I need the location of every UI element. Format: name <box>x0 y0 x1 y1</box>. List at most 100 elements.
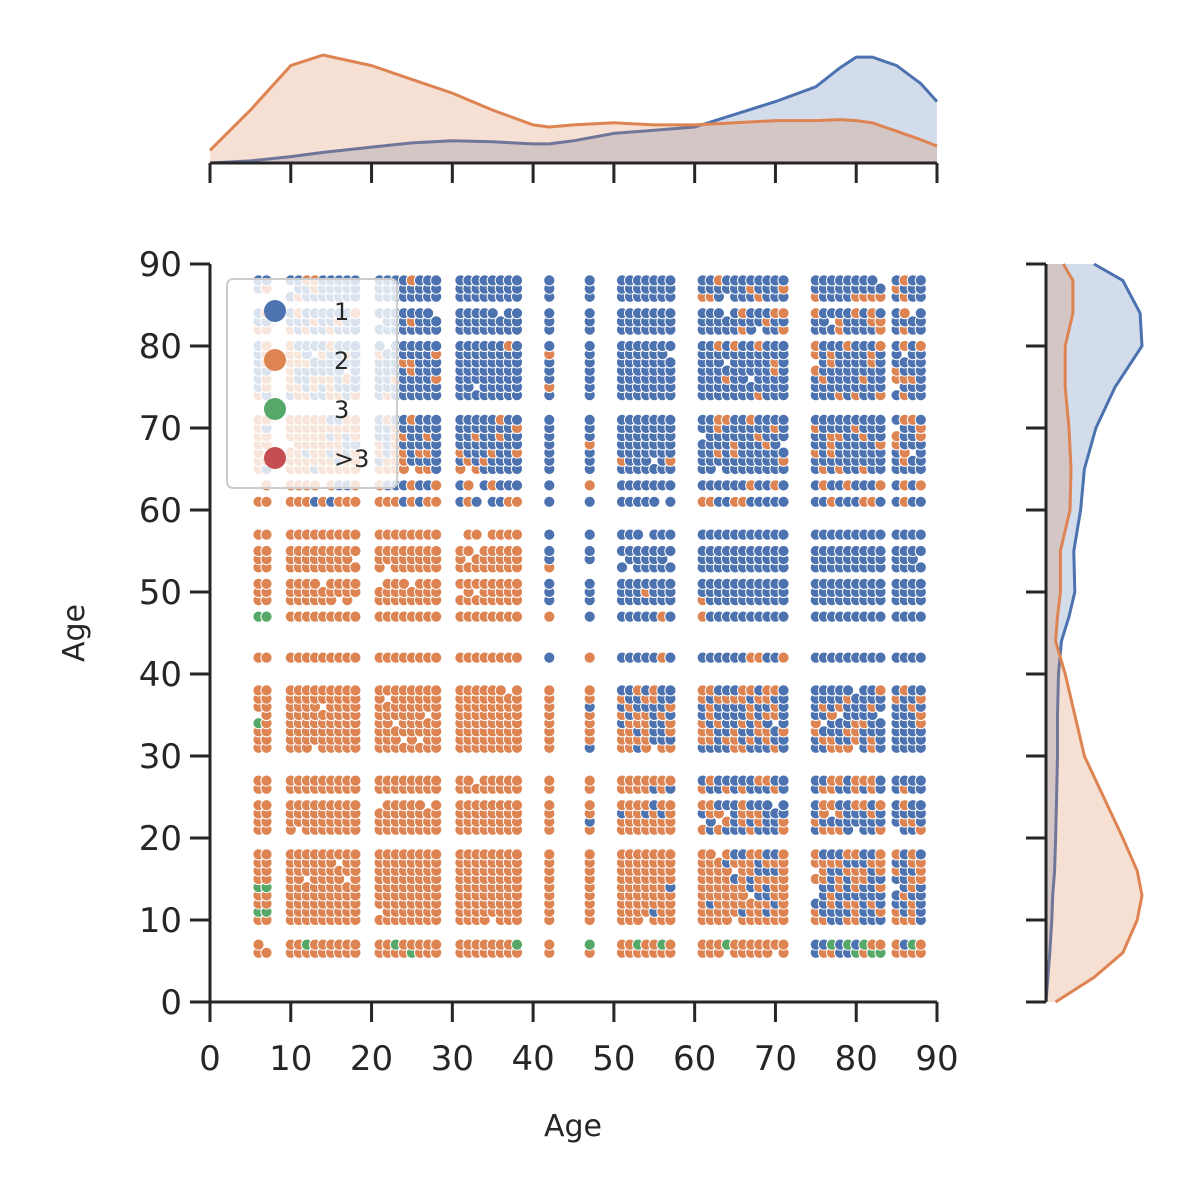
scatter-point <box>583 495 596 508</box>
scatter-point <box>430 274 443 287</box>
scatter-point <box>260 684 273 697</box>
scatter-point <box>874 774 887 787</box>
scatter-point <box>462 774 475 787</box>
top-kde-line-2 <box>208 53 938 152</box>
scatter-point <box>583 651 596 664</box>
scatter-point <box>462 544 475 558</box>
scatter-point <box>914 577 927 590</box>
scatter-point <box>260 651 273 664</box>
scatter-point <box>874 938 887 951</box>
scatter-point <box>430 610 443 623</box>
legend-label-2: 2 <box>334 347 349 375</box>
scatter-point <box>510 274 524 287</box>
scatter-point <box>430 577 443 590</box>
scatter-point <box>252 938 265 951</box>
scatter-point <box>583 528 596 541</box>
scatter-point <box>260 774 273 787</box>
scatter-point <box>777 479 790 492</box>
scatter-point <box>777 610 790 623</box>
scatter-point <box>510 684 524 697</box>
scatter-point <box>583 577 596 590</box>
scatter-point <box>914 339 927 353</box>
scatter-point <box>874 495 887 508</box>
scatter-point <box>430 495 443 508</box>
scatter-point <box>874 544 887 558</box>
scatter-point <box>349 610 362 623</box>
scatter-point <box>874 610 887 623</box>
scatter-point <box>510 651 524 664</box>
scatter-point <box>777 577 790 590</box>
scatter-point <box>430 315 443 328</box>
scatter-point <box>874 717 887 730</box>
scatter-point <box>648 495 661 508</box>
scatter-point <box>543 651 556 664</box>
scatter-point <box>914 528 927 541</box>
scatter-point <box>430 799 443 812</box>
scatter-point <box>510 528 524 541</box>
scatter-point <box>914 774 927 787</box>
scatter-point <box>777 938 790 951</box>
scatter-point <box>777 544 790 558</box>
scatter-point <box>543 495 556 508</box>
scatter-point <box>462 479 475 492</box>
scatter-point <box>777 528 790 541</box>
scatter-point <box>777 495 790 508</box>
scatter-point <box>777 774 790 787</box>
scatter-point <box>664 495 677 508</box>
scatter-point <box>260 610 273 623</box>
scatter-point <box>510 938 524 951</box>
scatter-point <box>583 544 596 558</box>
scatter-point <box>349 544 362 558</box>
scatter-point <box>260 848 273 861</box>
scatter-point <box>510 495 524 508</box>
scatter-point <box>430 848 443 861</box>
scatter-point <box>777 274 790 287</box>
scatter-point <box>543 610 556 623</box>
scatter-point <box>543 848 556 861</box>
legend-label-3: 3 <box>334 396 349 424</box>
scatter-point <box>664 561 677 574</box>
scatter-point <box>664 651 677 664</box>
scatter-point <box>510 799 524 812</box>
y-tick-label: 60 <box>139 491 182 531</box>
y-tick-label: 50 <box>139 573 182 613</box>
scatter-point <box>583 848 596 861</box>
scatter-point <box>664 339 677 353</box>
legend-label-1: 1 <box>334 298 349 326</box>
scatter-point <box>664 774 677 787</box>
scatter-point <box>583 339 596 353</box>
scatter-point <box>349 495 362 508</box>
x-tick-label: 90 <box>915 1039 958 1079</box>
x-tick-label: 20 <box>350 1039 393 1079</box>
scatter-point <box>874 339 887 353</box>
top-kde-fill-1 <box>210 57 937 163</box>
scatter-point <box>349 848 362 861</box>
scatter-point <box>397 577 410 590</box>
scatter-point <box>914 479 927 492</box>
x-tick-label: 70 <box>754 1039 797 1079</box>
y-axis-label: Age <box>57 604 92 662</box>
y-tick-label: 20 <box>139 819 182 859</box>
scatter-point <box>510 774 524 787</box>
scatter-point <box>664 307 677 320</box>
legend-label-4: >3 <box>334 445 369 473</box>
scatter-point <box>349 528 362 541</box>
scatter-point <box>543 577 556 590</box>
scatter-point <box>914 938 927 951</box>
scatter-point <box>874 848 887 861</box>
scatter-point <box>914 413 927 426</box>
scatter-point <box>583 479 596 492</box>
scatter-point <box>260 946 273 959</box>
x-tick-label: 50 <box>592 1039 635 1079</box>
x-tick-label: 40 <box>511 1039 554 1079</box>
scatter-point <box>413 799 427 812</box>
scatter-point <box>430 339 443 353</box>
scatter-point <box>874 684 887 697</box>
scatter-point <box>543 938 556 951</box>
scatter-point <box>583 610 596 623</box>
scatter-point <box>777 307 790 320</box>
scatter-point <box>543 528 556 541</box>
legend-marker-2 <box>264 349 286 371</box>
scatter-point <box>874 413 887 426</box>
scatter-point <box>260 528 273 541</box>
